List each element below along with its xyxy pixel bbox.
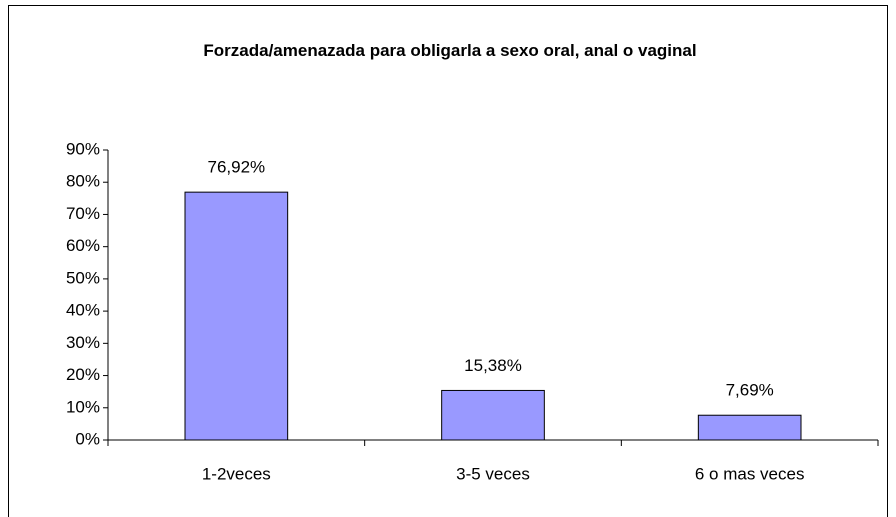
- y-tick-label: 80%: [66, 172, 100, 191]
- chart-title: Forzada/amenazada para obligarla a sexo …: [203, 41, 697, 60]
- bar: [697, 414, 802, 441]
- y-tick-label: 70%: [66, 204, 100, 223]
- y-tick-label: 40%: [66, 301, 100, 320]
- y-tick-label: 90%: [66, 139, 100, 158]
- y-tick-label: 20%: [66, 365, 100, 384]
- y-tick-label: 10%: [66, 397, 100, 416]
- bar: [441, 389, 545, 441]
- y-tick-label: 0%: [75, 429, 100, 448]
- x-tick-label: 6 o mas veces: [695, 464, 805, 483]
- x-tick-label: 3-5 veces: [456, 464, 530, 483]
- y-tick-label: 30%: [66, 333, 100, 352]
- data-label: 15,38%: [464, 356, 522, 375]
- x-tick-label: 1-2veces: [202, 464, 271, 483]
- y-tick-label: 60%: [66, 236, 100, 255]
- data-label: 7,69%: [726, 381, 774, 400]
- bar: [184, 191, 289, 441]
- data-label: 76,92%: [207, 158, 265, 177]
- y-tick-label: 50%: [66, 268, 100, 287]
